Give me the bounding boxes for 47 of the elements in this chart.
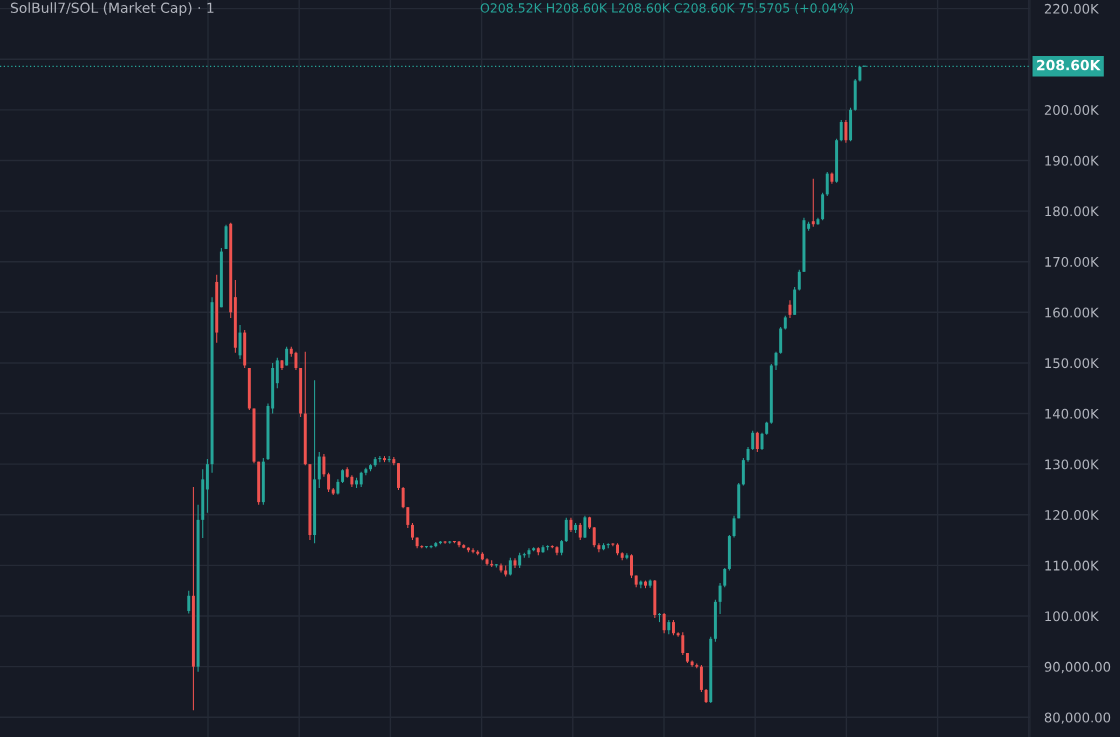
y-tick-label: 190.00K <box>1045 155 1099 166</box>
annotation: O208.52K H208.60K L208.60K C208.60K 75.5705 (+0.04%) <box>480 2 854 15</box>
y-tick-label: 100.00K <box>1045 611 1099 622</box>
candlestick <box>825 171 829 197</box>
candlestick <box>294 351 298 371</box>
candlestick <box>187 590 191 615</box>
candlestick <box>401 486 405 509</box>
candlestick <box>718 582 722 615</box>
chart-title: SolBull7/SOL (Market Cap) · 1 <box>10 2 214 16</box>
candlestick <box>597 542 601 553</box>
candlestick <box>844 119 848 144</box>
y-tick-label: 90,000.00 <box>1044 661 1111 674</box>
candlestick <box>630 553 634 579</box>
candlestick <box>751 430 755 451</box>
y-tick-label: 140.00K <box>1045 408 1099 419</box>
candlestick <box>662 612 666 634</box>
candlestick <box>406 506 410 529</box>
candlestick <box>275 357 279 389</box>
candlestick <box>238 324 242 360</box>
candlestick <box>471 547 475 554</box>
candlestick <box>224 224 228 250</box>
y-tick-label: 80,000.00 <box>1044 712 1111 724</box>
candlestick <box>564 517 568 543</box>
y-tick-label: 120.00K <box>1045 510 1099 520</box>
y-tick-label: 200.00K <box>1044 105 1099 116</box>
y-tick-label: 160.00K <box>1045 307 1099 318</box>
candlestick <box>327 472 331 493</box>
candlestick <box>527 547 531 559</box>
y-tick-label: 170.00K <box>1045 256 1099 267</box>
candlestick <box>676 631 680 638</box>
candlestick <box>723 567 727 588</box>
y-tick-label: 220.00K <box>1044 3 1099 14</box>
candlestick <box>625 552 629 560</box>
candlestick <box>811 178 815 228</box>
ref-line-label: 208.60K <box>1037 59 1101 71</box>
y-tick-label: 180.00K <box>1045 206 1099 217</box>
candlestick <box>732 515 736 539</box>
y-tick-label: 110.00K <box>1045 560 1099 571</box>
candlestick <box>317 451 321 489</box>
candlestick <box>755 431 759 453</box>
candlestick <box>797 269 801 292</box>
candlestick <box>681 631 685 656</box>
candlestick <box>839 119 843 142</box>
y-tick-label: 150.00K <box>1045 358 1099 369</box>
candlestick <box>699 664 703 693</box>
y-tick-label: 130.00K <box>1045 459 1099 470</box>
candlestick <box>322 453 326 478</box>
